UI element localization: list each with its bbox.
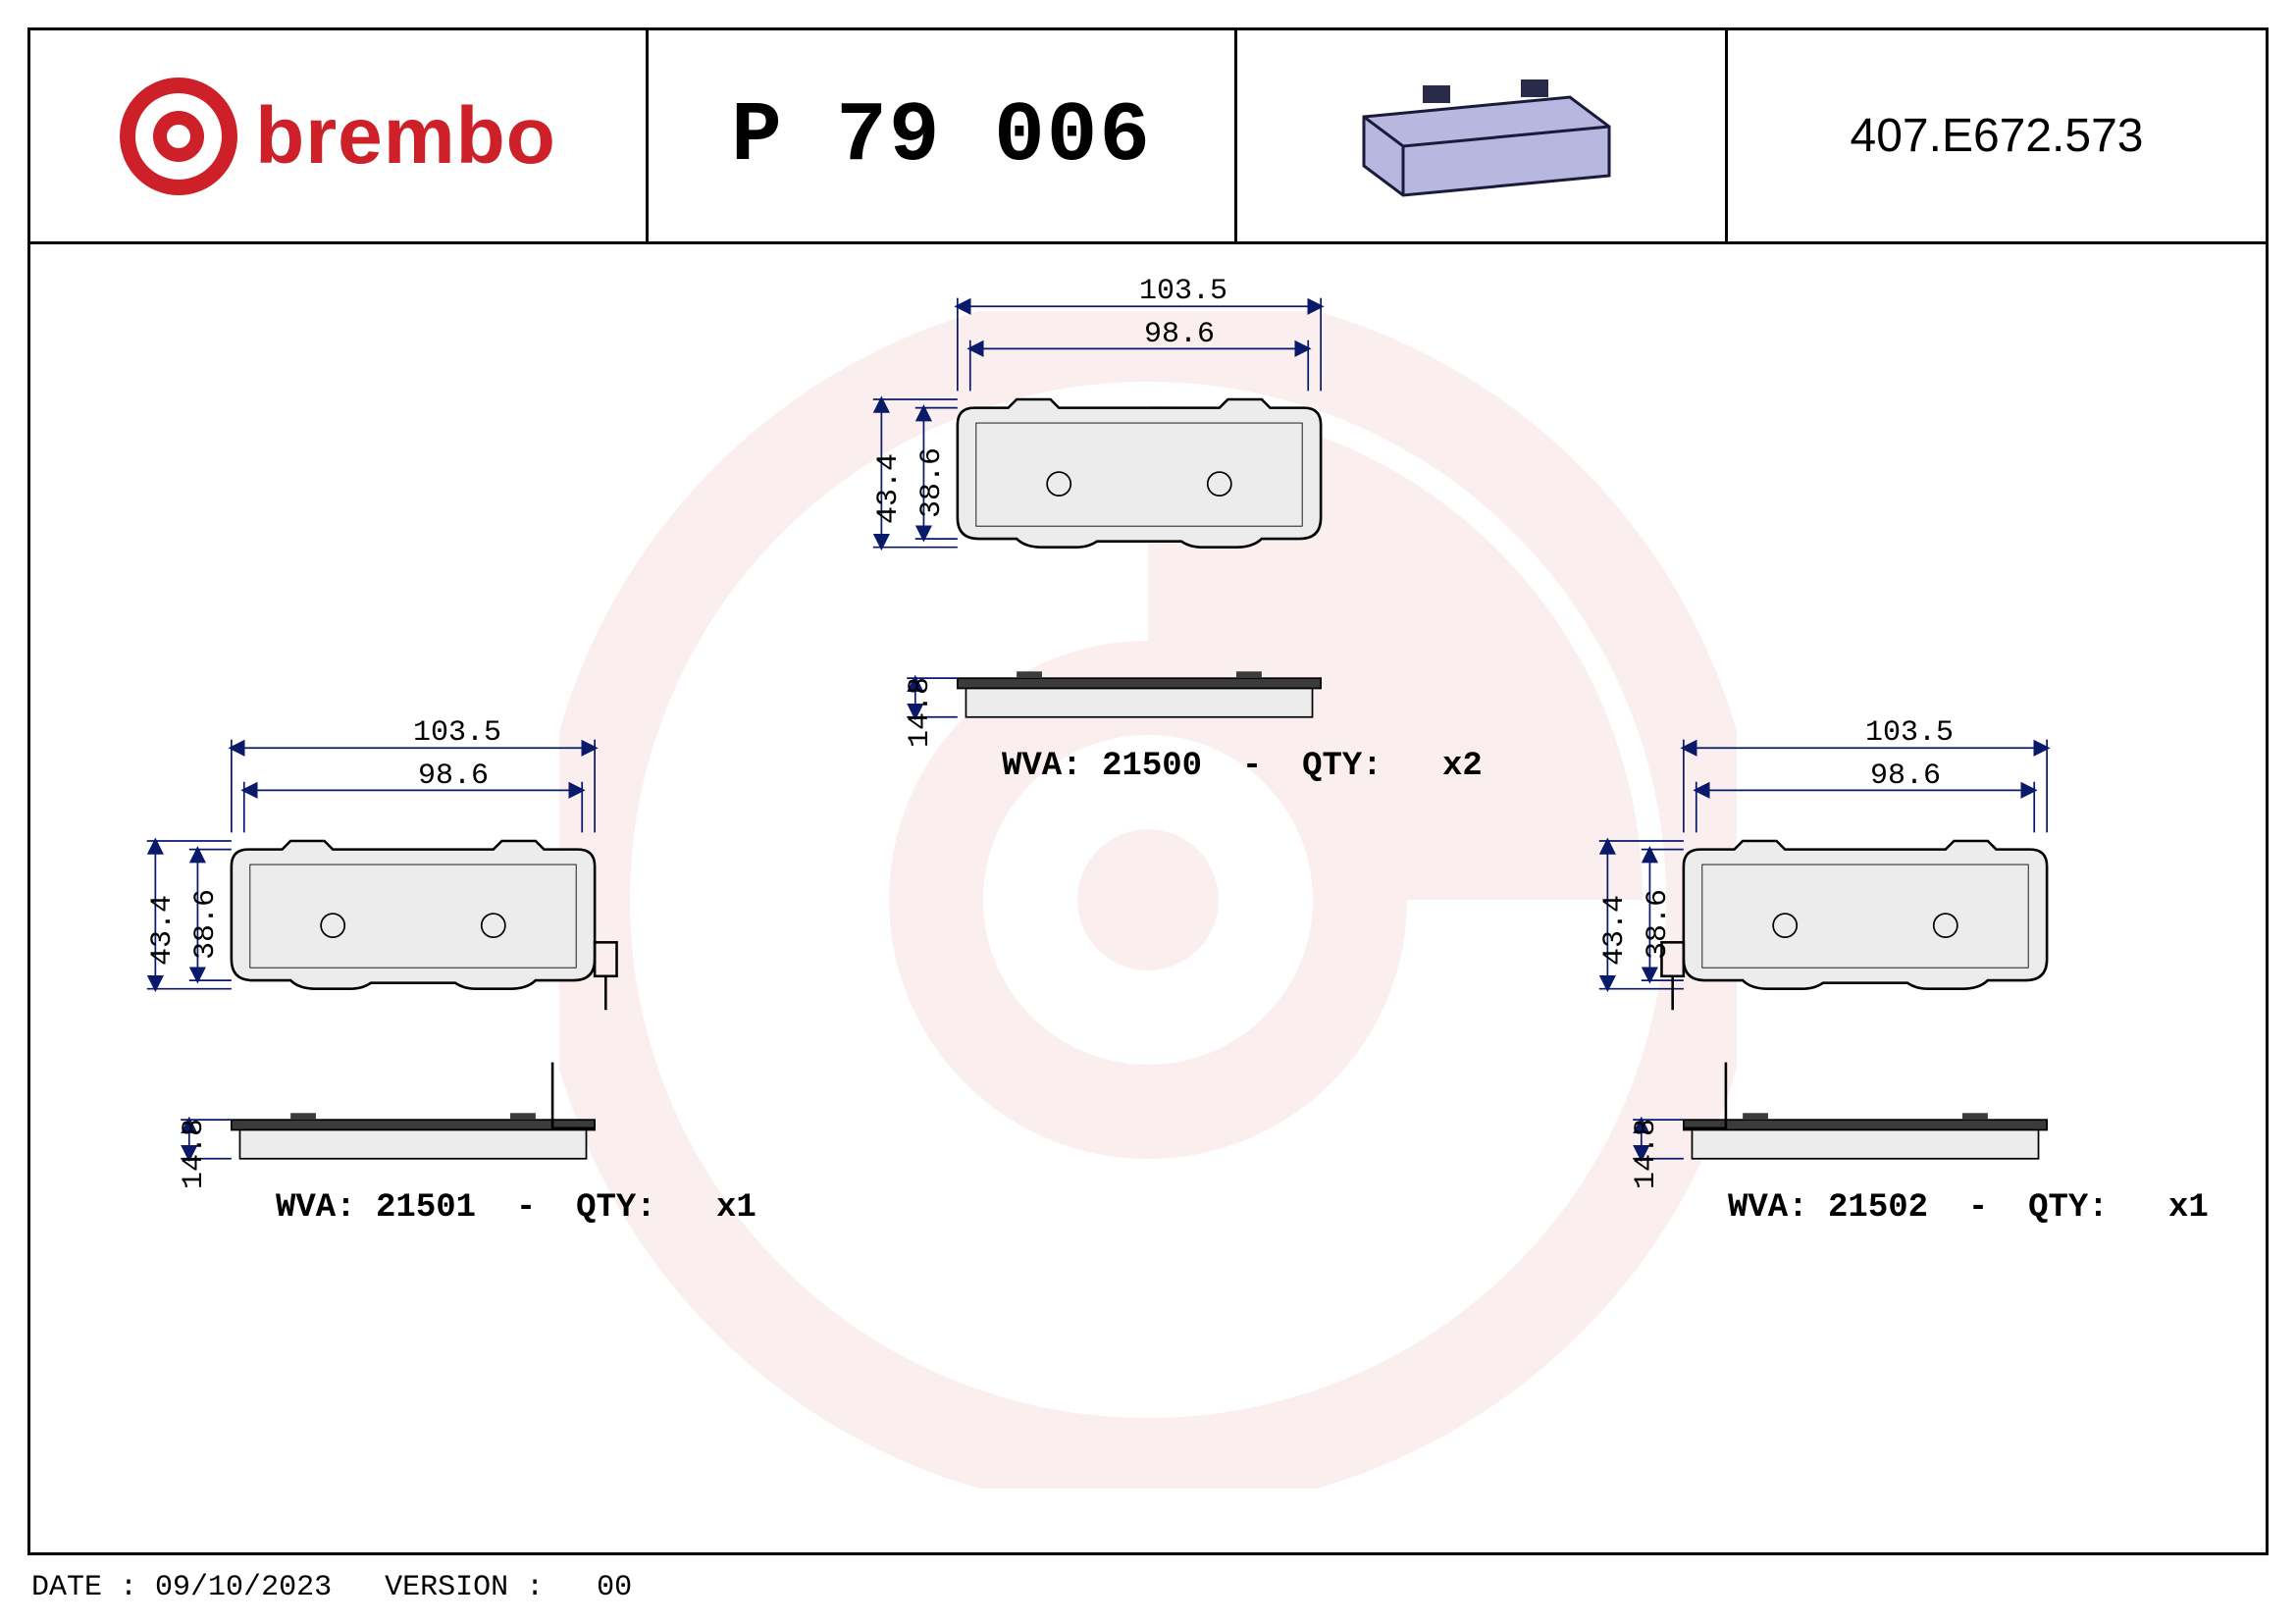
date-value: 09/10/2023 [155,1571,332,1604]
version-value: 00 [597,1571,632,1604]
part-number: P 79 006 [649,30,1237,241]
brand-name: brembo [255,90,556,183]
drawing-frame: brembo P 79 006 407.E672.573 [27,27,2269,1555]
dim-width-inner: 98.6 [1144,318,1215,351]
dim-width-inner: 98.6 [1870,760,1941,793]
wva-caption: WVA: 21500 - QTY: x2 [1002,748,1483,785]
dim-height-inner: 38.6 [1642,889,1675,960]
wva-caption: WVA: 21501 - QTY: x1 [276,1189,757,1227]
wva-number: 21501 [376,1189,476,1227]
brand-logo-cell: brembo [30,30,649,241]
wva-prefix: WVA: [1002,748,1082,785]
secondary-code: 407.E672.573 [1728,30,2266,241]
dim-height-outer: 43.4 [146,895,180,966]
qty-value: x1 [716,1189,757,1227]
wva-prefix: WVA: [276,1189,356,1227]
wva-prefix: WVA: [1728,1189,1808,1227]
pad-figure-21500: 103.5 98.6 43.4 38.6 14.8 WVA: 21500 - Q… [835,277,1443,831]
dim-width-outer: 103.5 [413,716,501,750]
isometric-preview [1237,30,1728,241]
pad-iso-icon [1325,58,1639,215]
dim-height-inner: 38.6 [915,447,949,518]
dim-width-inner: 98.6 [418,760,489,793]
drawing-footer: DATE : 09/10/2023 VERSION : 00 [31,1571,632,1604]
wva-caption: WVA: 21502 - QTY: x1 [1728,1189,2209,1227]
dim-thickness: 14.8 [904,677,937,748]
dim-thickness: 14.8 [1630,1119,1663,1189]
brand-logo: brembo [120,78,556,195]
dim-thickness: 14.8 [178,1119,211,1189]
date-label: DATE : [31,1571,137,1604]
qty-prefix: QTY: [2028,1189,2109,1227]
qty-value: x1 [2168,1189,2209,1227]
qty-prefix: QTY: [1302,748,1383,785]
dim-height-outer: 43.4 [1598,895,1632,966]
version-label: VERSION : [385,1571,544,1604]
brand-mark-icon [120,78,237,195]
qty-value: x2 [1442,748,1483,785]
wva-number: 21500 [1102,748,1202,785]
wva-number: 21502 [1828,1189,1928,1227]
qty-prefix: QTY: [576,1189,656,1227]
dim-height-outer: 43.4 [872,453,906,524]
dim-width-outer: 103.5 [1139,275,1227,308]
title-block: brembo P 79 006 407.E672.573 [30,30,2266,244]
drawing-body: 103.5 98.6 43.4 38.6 14.8 WVA: 21500 - Q… [30,247,2266,1552]
dim-width-outer: 103.5 [1865,716,1954,750]
pad-figure-21502: 103.5 98.6 43.4 38.6 14.8 WVA: 21502 - Q… [1561,718,2169,1273]
dim-height-inner: 38.6 [189,889,223,960]
pad-figure-21501: 103.5 98.6 43.4 38.6 14.8 WVA: 21501 - Q… [109,718,717,1273]
